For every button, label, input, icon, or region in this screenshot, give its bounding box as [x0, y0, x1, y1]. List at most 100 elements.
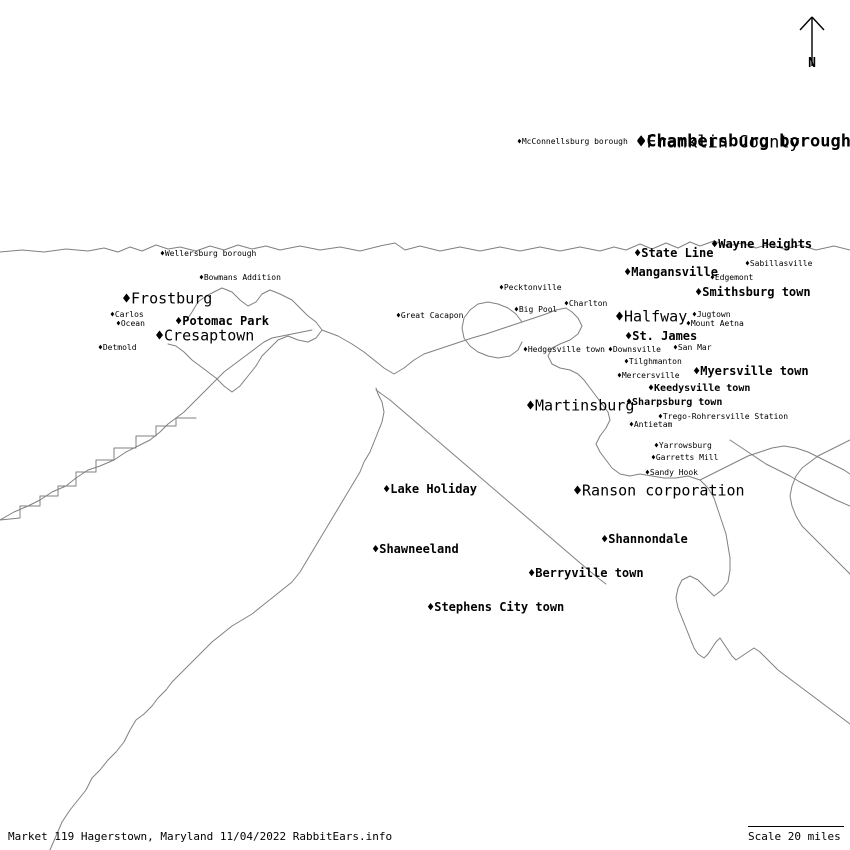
place-name: Smithsburg town	[702, 285, 811, 299]
place-name: Franklin County	[646, 132, 800, 153]
potomac-upper-boundary	[167, 287, 323, 393]
place-name: Sandy Hook	[649, 468, 698, 477]
place-marker-diamond-icon: ♦	[648, 383, 655, 394]
place-marker-diamond-icon: ♦	[396, 311, 401, 320]
place-name: Jugtown	[696, 310, 731, 319]
place-name: Berryville town	[535, 566, 644, 580]
scale-bar-line	[748, 826, 844, 827]
place-label: ♦Great Cacapon	[396, 312, 463, 320]
place-name: Detmold	[102, 343, 137, 352]
place-label: ♦Shawneeland	[372, 543, 459, 555]
place-marker-diamond-icon: ♦	[528, 566, 536, 580]
place-label: ♦Sabillasville	[745, 260, 812, 268]
north-label: N	[808, 56, 816, 71]
frederick-east-border	[699, 445, 850, 481]
place-name: San Mar	[677, 343, 712, 352]
place-label: ♦Downsville	[608, 346, 661, 354]
place-marker-diamond-icon: ♦	[155, 326, 165, 345]
place-marker-diamond-icon: ♦	[573, 481, 583, 500]
place-marker-diamond-icon: ♦	[499, 283, 504, 292]
place-marker-diamond-icon: ♦	[564, 299, 569, 308]
place-label: ♦Shannondale	[601, 533, 688, 545]
place-marker-diamond-icon: ♦	[122, 289, 132, 308]
place-marker-diamond-icon: ♦	[617, 371, 622, 380]
place-name: Tilghmanton	[628, 357, 682, 366]
place-marker-diamond-icon: ♦	[686, 319, 691, 328]
place-name: Ocean	[120, 319, 145, 328]
place-marker-diamond-icon: ♦	[98, 343, 103, 352]
place-label: ♦Wayne Heights	[711, 238, 812, 250]
place-marker-diamond-icon: ♦	[624, 265, 632, 279]
place-label: ♦Ranson corporation	[573, 481, 745, 500]
place-label: ♦Big Pool	[514, 306, 557, 314]
mason-dixon-line	[0, 240, 850, 253]
place-label: ♦Chambersburg borough	[636, 131, 850, 152]
place-name: Yarrowsburg	[658, 441, 712, 450]
place-marker-diamond-icon: ♦	[695, 285, 703, 299]
east-edge-border	[789, 439, 850, 575]
place-marker-diamond-icon: ♦	[372, 542, 380, 556]
place-label: ♦Sharpsburg town	[626, 398, 722, 408]
place-label: ♦Sandy Hook	[645, 469, 698, 477]
va-diagonal-border	[375, 389, 607, 585]
place-label: ♦Franklin County	[636, 132, 800, 153]
place-name: State Line	[641, 246, 714, 260]
place-marker-diamond-icon: ♦	[624, 357, 629, 366]
place-label: ♦Mangansville	[624, 266, 718, 278]
place-marker-diamond-icon: ♦	[651, 453, 656, 462]
place-marker-diamond-icon: ♦	[745, 259, 750, 268]
place-name: McConnellsburg borough	[521, 137, 628, 146]
place-label: ♦Myersville town	[693, 365, 809, 377]
place-label: ♦Bowmans Addition	[199, 274, 281, 282]
place-marker-diamond-icon: ♦	[629, 420, 634, 429]
place-marker-diamond-icon: ♦	[658, 412, 663, 421]
place-name: Downsville	[612, 345, 661, 354]
place-label: ♦Antietam	[629, 421, 672, 429]
jefferson-east-border	[639, 473, 850, 725]
place-name: Charlton	[568, 299, 608, 308]
place-label: ♦Garretts Mill	[651, 454, 718, 462]
place-label: ♦Potomac Park	[175, 315, 269, 327]
place-name: Shawneeland	[379, 542, 459, 556]
place-label: ♦Cresaptown	[155, 326, 254, 345]
place-label: ♦Carlos	[110, 311, 144, 319]
place-label: ♦Stephens City town	[427, 601, 564, 613]
place-name: Lake Holiday	[390, 482, 477, 496]
map-credit: Market 119 Hagerstown, Maryland 11/04/20…	[8, 830, 393, 843]
place-label: ♦Mercersville	[617, 372, 680, 380]
place-label: ♦Jugtown	[692, 311, 731, 319]
place-name: Keedysville town	[654, 383, 751, 394]
place-label: ♦McConnellsburg borough	[517, 138, 628, 146]
place-label: ♦Yarrowsburg	[654, 442, 712, 450]
place-label: ♦Berryville town	[528, 567, 644, 579]
place-marker-diamond-icon: ♦	[654, 441, 659, 450]
place-label: ♦Smithsburg town	[695, 286, 811, 298]
place-label: ♦St. James	[625, 330, 697, 342]
place-name: Mercersville	[621, 371, 680, 380]
place-name: Myersville town	[700, 364, 809, 378]
place-name: Martinsburg	[535, 396, 635, 415]
place-label: ♦State Line	[634, 247, 713, 259]
place-name: Wellersburg borough	[164, 249, 257, 258]
place-name: Chambersburg borough	[646, 131, 850, 152]
place-label: ♦Mount Aetna	[686, 320, 744, 328]
place-marker-diamond-icon: ♦	[160, 249, 165, 258]
place-name: Pecktonville	[503, 283, 562, 292]
place-label: ♦Halfway	[615, 309, 687, 325]
place-label: ♦Frostburg	[122, 289, 212, 308]
scale-label: Scale 20 miles	[748, 830, 841, 843]
place-name: Stephens City town	[434, 600, 565, 614]
wv-md-border	[0, 329, 313, 521]
place-marker-diamond-icon: ♦	[116, 319, 121, 328]
place-name: Great Cacapon	[400, 311, 464, 320]
place-label: ♦Wellersburg borough	[160, 250, 256, 258]
place-label: ♦Hedgesville town	[523, 346, 605, 354]
place-label: ♦Tilghmanton	[624, 358, 682, 366]
place-name: Edgemont	[714, 273, 754, 282]
place-marker-diamond-icon: ♦	[514, 305, 519, 314]
place-name: Bowmans Addition	[203, 273, 281, 282]
place-name: Mangansville	[631, 265, 718, 279]
wv-md-stair-border	[0, 417, 197, 521]
place-marker-diamond-icon: ♦	[625, 329, 633, 343]
